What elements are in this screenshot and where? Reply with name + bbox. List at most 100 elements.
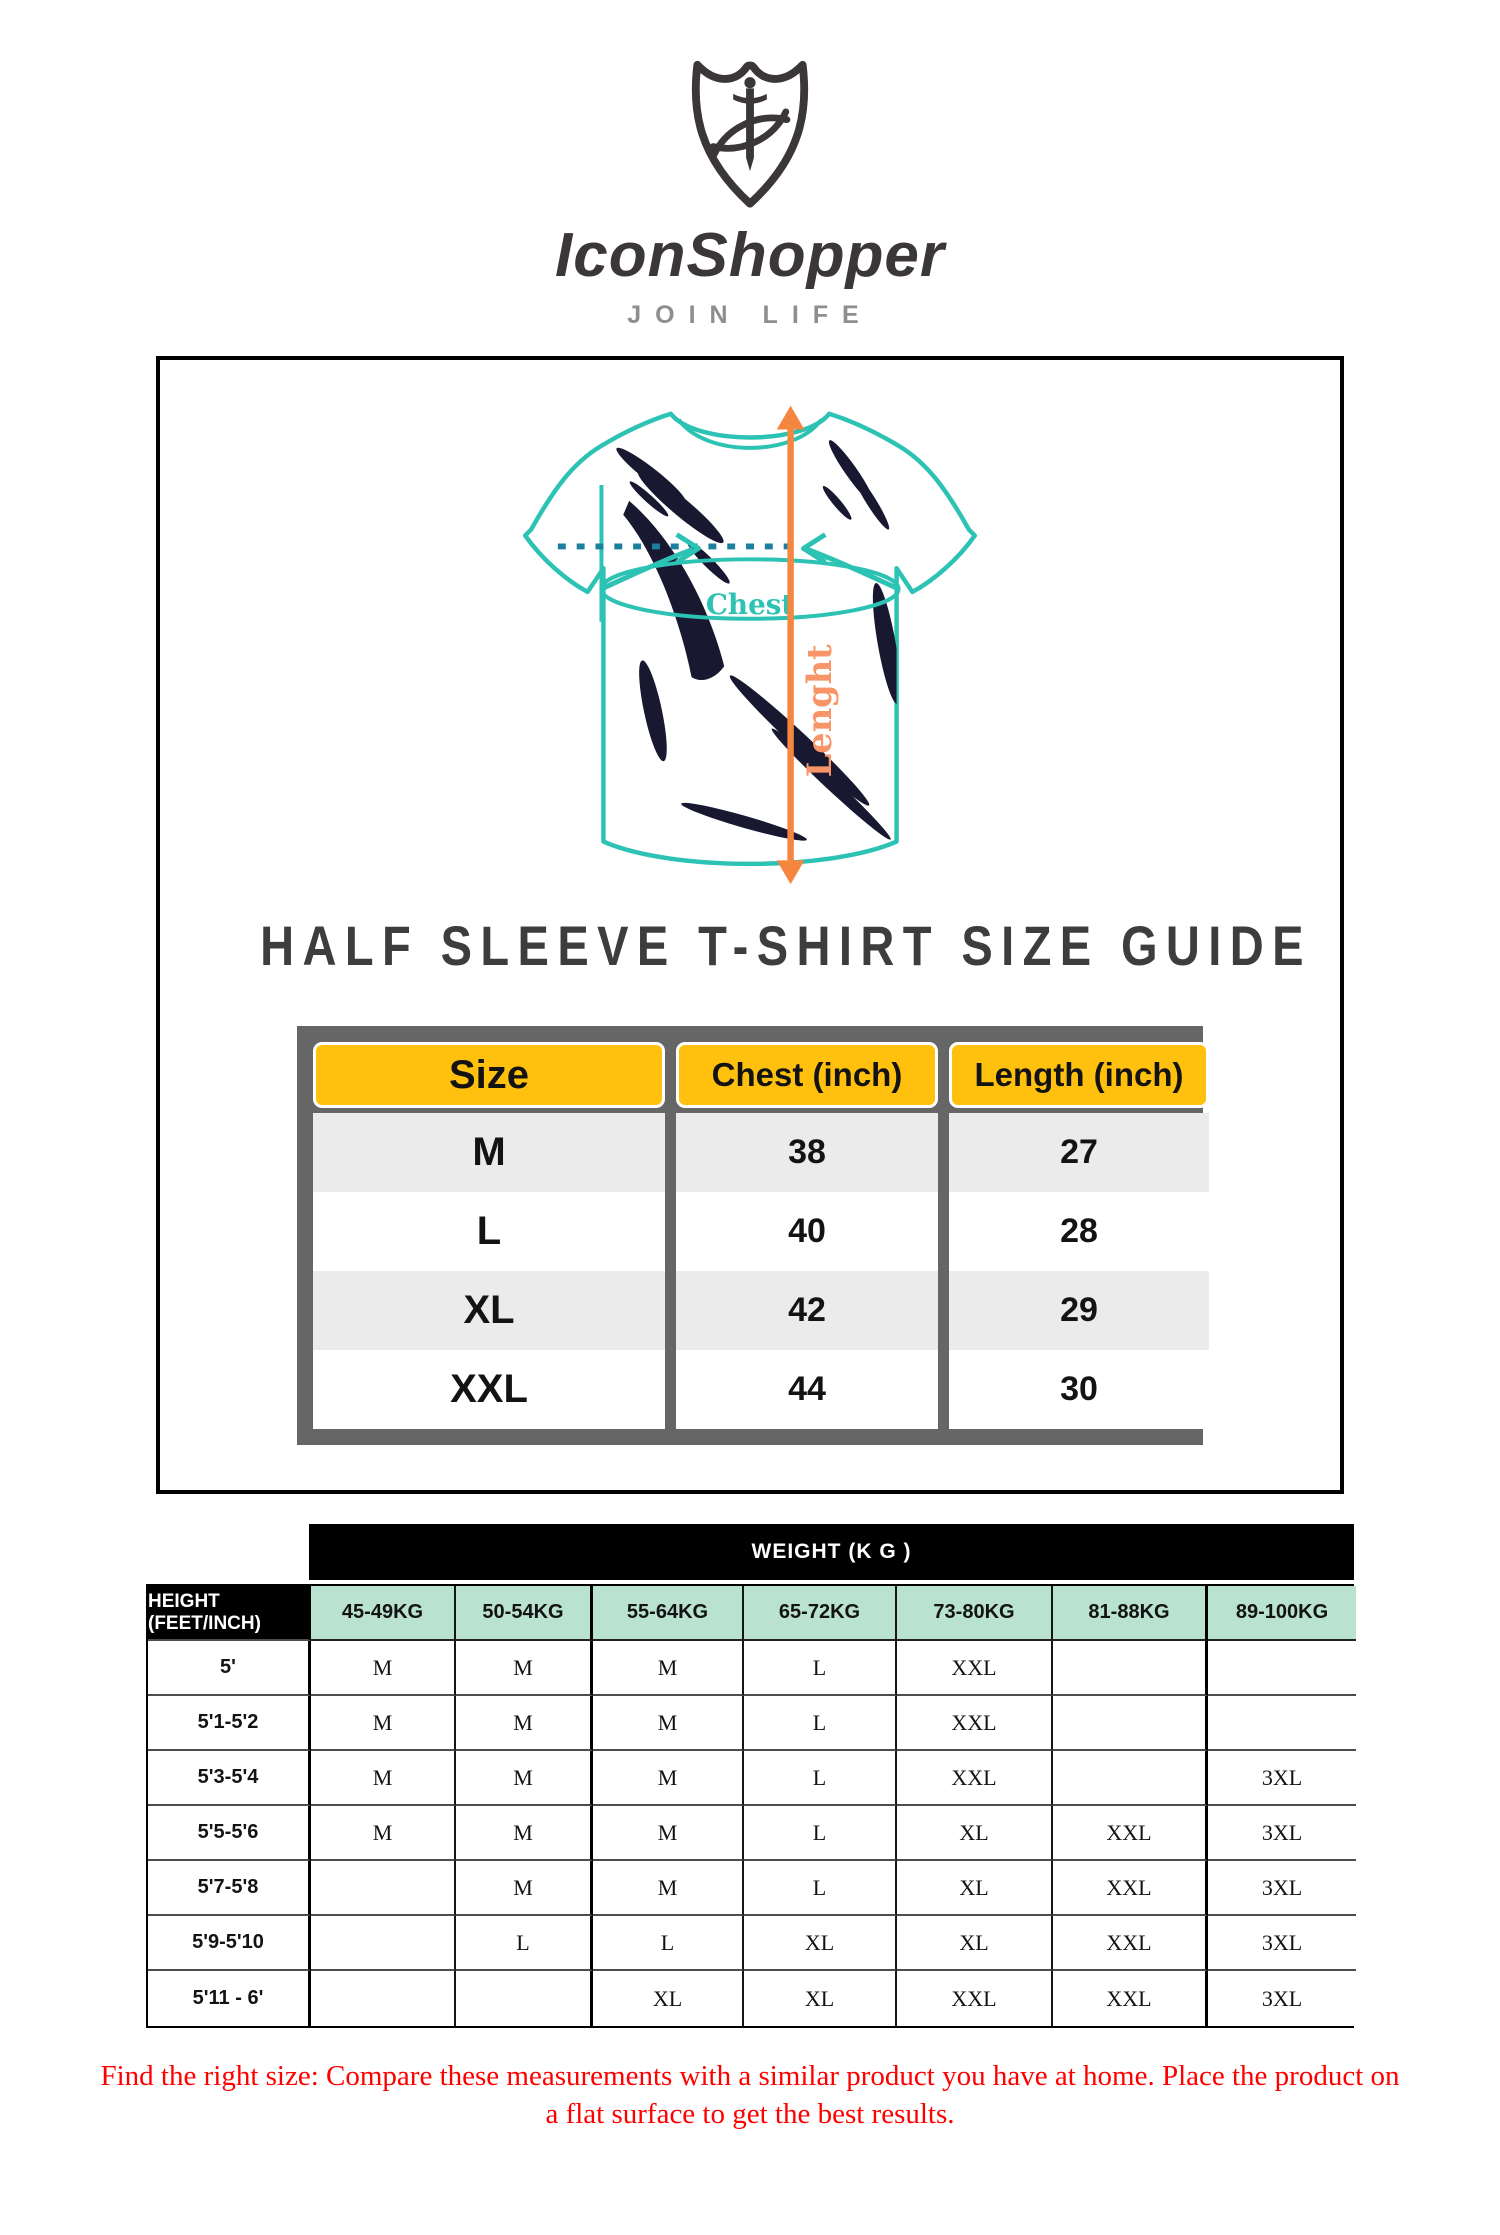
size-table: Size M L XL XXL Chest (inch) 38 40 42 44 Length (i… [297, 1026, 1209, 1445]
matrix-size-cell: 3XL [1208, 1806, 1356, 1861]
size-table-cell: XL [313, 1271, 665, 1350]
matrix-size-cell: M [311, 1806, 456, 1861]
matrix-size-cell: M [311, 1696, 456, 1751]
weight-column-header: 50-54KG [456, 1586, 593, 1641]
matrix-size-cell [311, 1916, 456, 1971]
chest-arrow-left [675, 532, 701, 565]
matrix-size-cell: M [593, 1806, 744, 1861]
matrix-size-cell [1053, 1641, 1208, 1696]
matrix-size-cell: XXL [897, 1971, 1053, 2026]
chest-arrow-right [801, 532, 827, 565]
matrix-size-cell: 3XL [1208, 1916, 1356, 1971]
matrix-size-cell: XXL [1053, 1861, 1208, 1916]
matrix-size-cell: M [456, 1696, 593, 1751]
matrix-size-cell: XXL [1053, 1806, 1208, 1861]
matrix-size-cell: XXL [1053, 1916, 1208, 1971]
matrix-size-cell: M [456, 1861, 593, 1916]
matrix-size-cell: L [744, 1696, 897, 1751]
height-header-cell: HEIGHT (FEET/INCH) [148, 1586, 311, 1641]
size-guide-box: Chest Lenght HALF SLEEVE T-SHIRT SIZE GU… [156, 356, 1344, 1494]
matrix-size-cell: M [311, 1641, 456, 1696]
matrix-size-cell: XXL [1053, 1971, 1208, 2026]
weight-column-header: 45-49KG [311, 1586, 456, 1641]
size-table-header-cell: Size [313, 1042, 665, 1108]
matrix-size-cell: L [744, 1751, 897, 1806]
matrix-size-cell [1053, 1696, 1208, 1751]
weight-column-header: 73-80KG [897, 1586, 1053, 1641]
size-table-cell: 29 [949, 1271, 1209, 1350]
size-table-cell: 28 [949, 1192, 1209, 1271]
brand-title: IconShopper [555, 221, 945, 290]
matrix-size-cell: XL [744, 1971, 897, 2026]
chest-label: Chest [706, 588, 794, 621]
brand-logo: IconShopper JOIN LIFE [0, 0, 1500, 330]
size-table-header-cell: Chest (inch) [676, 1042, 938, 1108]
matrix-size-cell: L [744, 1861, 897, 1916]
matrix-size-cell: XL [897, 1806, 1053, 1861]
weight-header-bar: WEIGHT (K G ) [309, 1524, 1354, 1580]
matrix-size-cell [456, 1971, 593, 2026]
matrix-size-cell: XXL [897, 1641, 1053, 1696]
matrix-size-cell: M [311, 1751, 456, 1806]
matrix-size-cell: M [456, 1806, 593, 1861]
weight-column-header: 65-72KG [744, 1586, 897, 1641]
matrix-size-cell: 3XL [1208, 1751, 1356, 1806]
size-table-header-cell: Length (inch) [949, 1042, 1209, 1108]
height-row-label: 5'1-5'2 [148, 1696, 311, 1751]
weight-bar-spacer [146, 1524, 309, 1580]
matrix-size-cell: XL [897, 1861, 1053, 1916]
matrix-size-cell: M [593, 1641, 744, 1696]
matrix-grid: HEIGHT (FEET/INCH) 45-49KG 50-54KG 55-64KG 6… [146, 1584, 1356, 2028]
matrix-size-cell [1208, 1641, 1356, 1696]
matrix-size-cell: XL [897, 1916, 1053, 1971]
tshirt-diagram: Chest Lenght [522, 405, 978, 885]
brand-tagline: JOIN LIFE [627, 301, 873, 329]
matrix-size-cell: L [744, 1806, 897, 1861]
matrix-size-cell: M [456, 1641, 593, 1696]
size-table-cell: 40 [676, 1192, 938, 1271]
size-table-cell: 42 [676, 1271, 938, 1350]
weight-column-header: 81-88KG [1053, 1586, 1208, 1641]
size-guide-title: HALF SLEEVE T-SHIRT SIZE GUIDE [260, 914, 1312, 977]
matrix-size-cell: XXL [897, 1696, 1053, 1751]
matrix-size-cell [1208, 1696, 1356, 1751]
matrix-size-cell: 3XL [1208, 1861, 1356, 1916]
height-row-label: 5' [148, 1641, 311, 1696]
size-table-cell: L [313, 1192, 665, 1271]
height-weight-matrix: WEIGHT (K G ) HEIGHT (FEET/INCH) 45-49KG 5… [146, 1524, 1356, 2028]
matrix-size-cell: M [593, 1751, 744, 1806]
size-table-cell: M [313, 1113, 665, 1192]
matrix-size-cell [1053, 1751, 1208, 1806]
height-row-label: 5'9-5'10 [148, 1916, 311, 1971]
size-table-column: Size M L XL XXL [313, 1042, 665, 1429]
height-row-label: 5'5-5'6 [148, 1806, 311, 1861]
height-row-label: 5'7-5'8 [148, 1861, 311, 1916]
matrix-size-cell: L [744, 1641, 897, 1696]
height-row-label: 5'3-5'4 [148, 1751, 311, 1806]
size-table-cell: 44 [676, 1350, 938, 1429]
footer-note: Find the right size: Compare these measu… [100, 2060, 1400, 2130]
matrix-size-cell [311, 1861, 456, 1916]
weight-column-header: 55-64KG [593, 1586, 744, 1641]
size-table-cell: 27 [949, 1113, 1209, 1192]
tshirt-outline [522, 411, 978, 867]
height-row-label: 5'11 - 6' [148, 1971, 311, 2026]
weight-column-header: 89-100KG [1208, 1586, 1356, 1641]
matrix-size-cell: XL [593, 1971, 744, 2026]
matrix-size-cell: L [593, 1916, 744, 1971]
size-table-cell: XXL [313, 1350, 665, 1429]
matrix-size-cell: M [456, 1751, 593, 1806]
matrix-size-cell: M [593, 1861, 744, 1916]
size-table-cell: 38 [676, 1113, 938, 1192]
matrix-size-cell: M [593, 1696, 744, 1751]
matrix-size-cell: XXL [897, 1751, 1053, 1806]
matrix-size-cell: L [456, 1916, 593, 1971]
shield-sword-icon [691, 60, 809, 208]
size-table-cell: 30 [949, 1350, 1209, 1429]
matrix-size-cell: 3XL [1208, 1971, 1356, 2026]
matrix-size-cell [311, 1971, 456, 2026]
length-label: Lenght [799, 644, 839, 778]
size-table-column: Chest (inch) 38 40 42 44 [676, 1042, 938, 1429]
matrix-size-cell: XL [744, 1916, 897, 1971]
